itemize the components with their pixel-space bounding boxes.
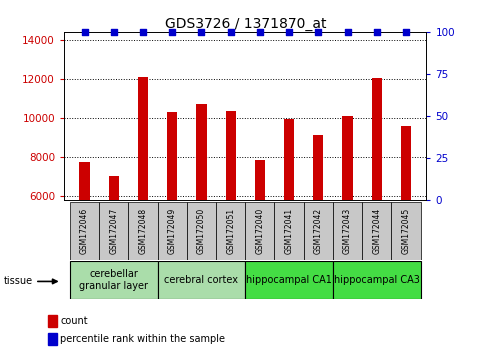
Bar [401,126,411,313]
Text: GSM172044: GSM172044 [372,208,381,254]
Text: tissue: tissue [4,276,33,286]
Text: GSM172050: GSM172050 [197,208,206,254]
Bar [255,160,265,313]
Text: GSM172041: GSM172041 [284,208,294,254]
Bar [225,111,236,313]
Text: GSM172045: GSM172045 [401,208,411,254]
Bar [196,104,207,313]
Bar [70,202,99,260]
Text: GSM172049: GSM172049 [168,208,176,254]
Bar [158,202,187,260]
Text: GSM172048: GSM172048 [139,208,147,254]
Bar [167,112,177,313]
Bar [362,202,391,260]
Text: GSM172042: GSM172042 [314,208,323,254]
Bar [216,202,246,260]
Text: GSM172047: GSM172047 [109,208,118,254]
Point [168,29,176,35]
Bar [333,202,362,260]
Bar [187,202,216,260]
Point [315,29,322,35]
Text: cerebellar
granular layer: cerebellar granular layer [79,269,148,291]
Text: GSM172051: GSM172051 [226,208,235,254]
Bar [246,202,275,260]
Point [344,29,352,35]
Bar [108,176,119,313]
Bar [333,261,421,299]
Bar [304,202,333,260]
Point [80,29,88,35]
Bar [70,261,158,299]
Point [402,29,410,35]
Point [285,29,293,35]
Text: cerebral cortex: cerebral cortex [165,275,239,285]
Bar [99,202,128,260]
Point [227,29,235,35]
Point [373,29,381,35]
Bar [48,333,57,345]
Point [256,29,264,35]
Title: GDS3726 / 1371870_at: GDS3726 / 1371870_at [165,17,326,31]
Bar [48,315,57,327]
Text: GSM172046: GSM172046 [80,208,89,254]
Text: GSM172043: GSM172043 [343,208,352,254]
Bar [343,116,352,313]
Point [198,29,206,35]
Text: count: count [60,316,88,326]
Bar [391,202,421,260]
Text: GSM172040: GSM172040 [255,208,264,254]
Bar [284,119,294,313]
Bar [246,261,333,299]
Bar [372,78,382,313]
Bar [313,135,323,313]
Text: hippocampal CA1: hippocampal CA1 [246,275,332,285]
Bar [138,77,148,313]
Bar [158,261,246,299]
Bar [128,202,158,260]
Text: percentile rank within the sample: percentile rank within the sample [60,334,225,344]
Point [110,29,118,35]
Point [139,29,147,35]
Bar [275,202,304,260]
Text: hippocampal CA3: hippocampal CA3 [334,275,420,285]
Bar [79,162,90,313]
